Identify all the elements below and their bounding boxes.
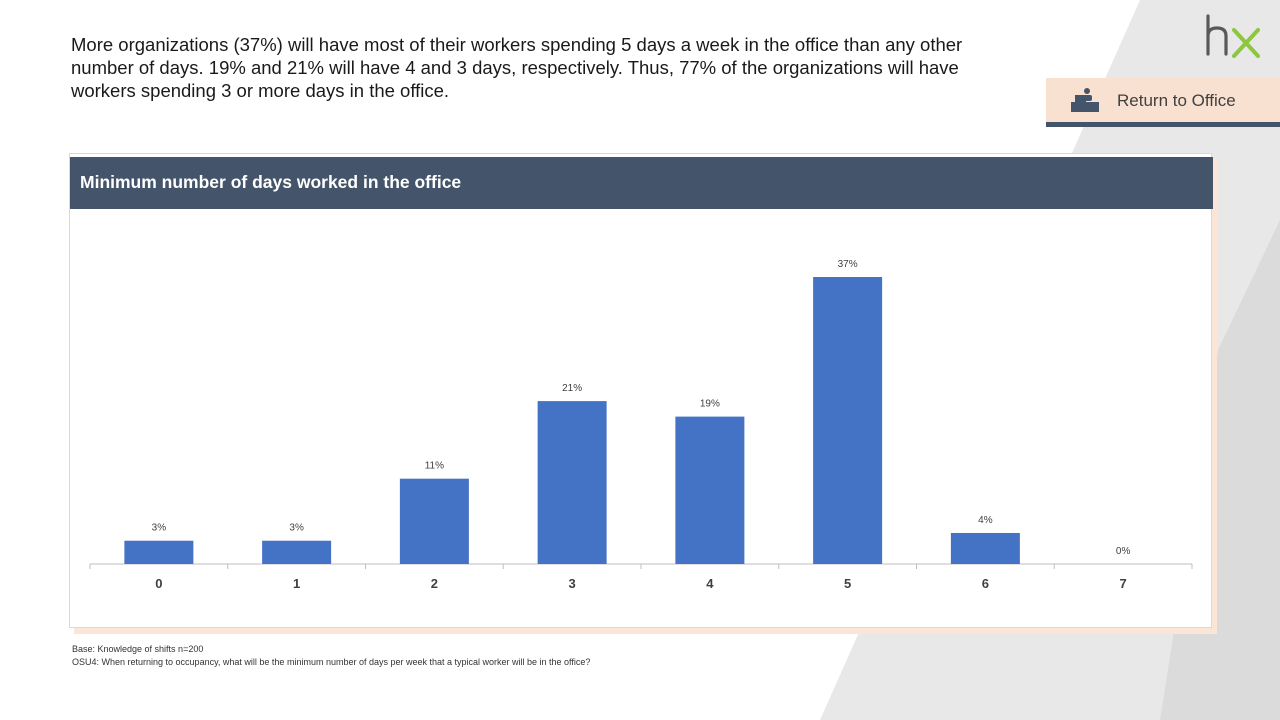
data-label-3: 21%	[562, 383, 582, 394]
hx-logo-icon	[1206, 14, 1260, 58]
data-label-4: 19%	[700, 399, 720, 410]
section-tab-label: Return to Office	[1117, 91, 1236, 110]
footnotes: Base: Knowledge of shifts n=200 OSU4: Wh…	[72, 643, 590, 669]
bar-chart: 3% 0 3% 1 11% 2 21% 3 19% 4 37% 5 4% 6 0% 7	[89, 259, 1193, 591]
bar-2	[399, 478, 469, 564]
section-tab-return-to-office[interactable]: Return to Office	[1046, 78, 1280, 122]
x-tick-label-6: 6	[982, 576, 989, 591]
office-desk-icon	[1071, 88, 1099, 112]
x-tick-label-3: 3	[569, 576, 576, 591]
bar-5	[813, 277, 883, 564]
footnote-question: OSU4: When returning to occupancy, what …	[72, 657, 591, 667]
x-tick-label-1: 1	[293, 576, 300, 591]
x-tick-label-5: 5	[844, 576, 851, 591]
data-label-1: 3%	[289, 523, 304, 534]
intro-text: More organizations (37%) will have most …	[71, 33, 1031, 102]
x-tick-label-4: 4	[706, 576, 714, 591]
intro-line-1: More organizations (37%) will have most …	[71, 34, 963, 55]
x-tick-label-0: 0	[155, 576, 162, 591]
bar-0	[124, 540, 194, 564]
data-label-2: 11%	[425, 461, 444, 472]
footnote-base: Base: Knowledge of shifts n=200	[72, 644, 204, 654]
chart-title: Minimum number of days worked in the off…	[80, 172, 462, 192]
intro-line-3: workers spending 3 or more days in the o…	[71, 80, 450, 101]
data-label-6: 4%	[978, 515, 993, 526]
bar-4	[675, 416, 745, 564]
bar-1	[262, 540, 332, 564]
data-label-5: 37%	[838, 259, 858, 270]
bar-6	[950, 532, 1020, 564]
data-label-7: 0%	[1116, 546, 1131, 557]
chart-header: Minimum number of days worked in the off…	[70, 157, 1213, 209]
x-tick-label-2: 2	[431, 576, 438, 591]
section-tab-underline	[1046, 122, 1280, 127]
chart-card: Minimum number of days worked in the off…	[69, 153, 1213, 628]
x-tick-label-7: 7	[1120, 576, 1127, 591]
data-label-0: 3%	[152, 523, 167, 534]
intro-line-2: number of days. 19% and 21% will have 4 …	[71, 57, 959, 78]
bar-3	[537, 401, 607, 564]
